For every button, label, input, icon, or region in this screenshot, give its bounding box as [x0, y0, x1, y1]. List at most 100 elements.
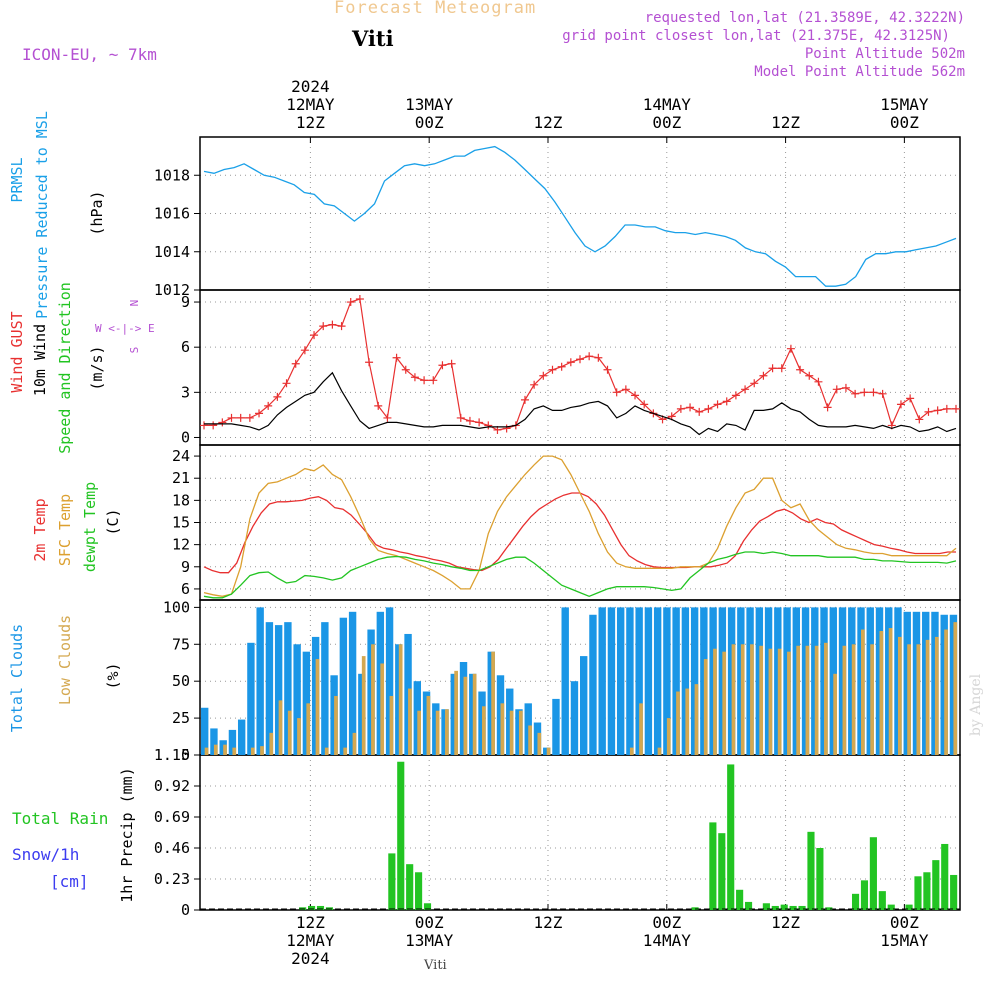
low-cloud-bar: [500, 703, 505, 755]
y-tick-label: 100: [163, 598, 190, 616]
low-cloud-bar: [731, 644, 736, 755]
gust-marker: [722, 397, 731, 406]
precip-bar: [423, 903, 432, 910]
low-cloud-bar: [897, 636, 902, 755]
gust-marker: [933, 406, 942, 415]
pressure-line: [203, 145, 957, 287]
y-tick-label: 1016: [154, 205, 190, 223]
low-cloud-bar: [278, 700, 283, 755]
gust-marker: [695, 407, 704, 416]
low-cloud-bar: [546, 747, 551, 755]
total-cloud-bar: [607, 607, 616, 755]
sfc-temp-label: SFC Temp: [56, 494, 74, 566]
precip-bar: [415, 872, 423, 910]
precip-bar: [923, 872, 931, 910]
low-cloud-bar: [352, 732, 357, 755]
total-cloud-bar: [228, 729, 237, 755]
gust-marker: [291, 359, 300, 368]
precip-bar: [825, 907, 833, 910]
low-cloud-bar: [787, 651, 791, 755]
total-cloud-bar: [358, 673, 366, 755]
watermark: by Angel: [968, 673, 984, 736]
y-tick-label: 0.23: [154, 870, 190, 888]
x-tick-label-top: 15MAY: [880, 95, 929, 114]
total-cloud-bar: [256, 607, 264, 755]
clouds-unit: (%): [104, 662, 122, 689]
gust-marker: [942, 404, 951, 413]
low-cloud-bar: [371, 644, 375, 755]
x-tick-label-bottom: 2024: [291, 949, 330, 968]
low-cloud-bar: [639, 703, 643, 755]
gust-marker: [273, 392, 282, 401]
gust-marker: [245, 413, 254, 422]
gust-marker: [576, 355, 584, 364]
total-cloud-bar: [210, 728, 218, 755]
gust-marker: [319, 322, 328, 331]
low-cloud-bar: [518, 710, 523, 755]
low-cloud-bar: [509, 710, 514, 755]
low-cloud-bar: [306, 703, 311, 755]
precip-bar: [744, 901, 753, 910]
gust-marker: [566, 358, 575, 367]
low-cloud-bar: [861, 629, 865, 755]
low-cloud-bar: [944, 629, 948, 755]
gust-marker: [255, 409, 264, 418]
low-cloud-bar: [805, 645, 810, 755]
low-cloud-bar: [657, 747, 662, 755]
gust-marker: [392, 353, 401, 362]
low-clouds-label: Low Clouds: [56, 615, 74, 705]
low-cloud-bar: [740, 644, 745, 755]
precip-bar: [807, 831, 815, 910]
total-cloud-bar: [385, 607, 394, 755]
gust-marker: [869, 388, 878, 397]
y-tick-label: 0: [181, 746, 190, 764]
total-cloud-bar: [580, 656, 588, 755]
low-cloud-bar: [445, 709, 449, 755]
compass-we: W <-|-> E: [95, 322, 155, 335]
gust-marker: [383, 413, 392, 422]
pressure-unit: (hPa): [88, 190, 106, 235]
low-cloud-bar: [925, 639, 930, 755]
x-tick-label-bottom: 00Z: [890, 913, 919, 932]
low-cloud-bar: [232, 747, 237, 755]
x-tick-label-bottom: 00Z: [652, 913, 681, 932]
precip-bar: [397, 761, 405, 910]
gust-marker: [823, 403, 832, 412]
total-cloud-bar: [681, 607, 690, 755]
gust-marker: [429, 376, 438, 385]
gust-marker: [300, 346, 309, 355]
gust-marker: [530, 380, 539, 389]
gust-marker: [786, 344, 795, 353]
gust-marker: [603, 365, 612, 374]
gust-marker: [539, 371, 548, 380]
x-tick-label-top: 12Z: [296, 113, 325, 132]
x-tick-label-top: 14MAY: [643, 95, 692, 114]
gust-marker: [741, 385, 750, 394]
low-cloud-bar: [472, 673, 477, 755]
wind-line: [204, 371, 957, 436]
gust-marker: [612, 388, 621, 397]
precip-bar: [860, 880, 869, 910]
gust-marker: [438, 361, 447, 370]
x-tick-label-bottom: 00Z: [415, 913, 444, 932]
low-cloud-bar: [389, 695, 394, 755]
gust-marker: [860, 388, 869, 397]
precip-bar: [941, 843, 949, 910]
total-cloud-bar: [201, 707, 209, 755]
y-tick-label: 21: [172, 469, 190, 487]
total-cloud-bar: [690, 607, 699, 755]
gust-marker: [805, 371, 814, 380]
compass-s: S: [128, 347, 141, 354]
x-tick-label-top: 00Z: [890, 113, 919, 132]
low-cloud-bar: [916, 644, 921, 755]
low-cloud-bar: [269, 732, 274, 755]
gust-marker: [906, 394, 915, 403]
y-tick-label: 6: [181, 580, 190, 598]
precip-bar: [950, 874, 958, 910]
y-tick-label: 12: [172, 536, 190, 554]
pressure-label: PRMSL: [8, 157, 26, 202]
low-cloud-bar: [870, 644, 874, 755]
gust-marker: [337, 322, 346, 331]
precip-bar: [762, 903, 770, 910]
x-tick-label-top: 12Z: [534, 113, 563, 132]
